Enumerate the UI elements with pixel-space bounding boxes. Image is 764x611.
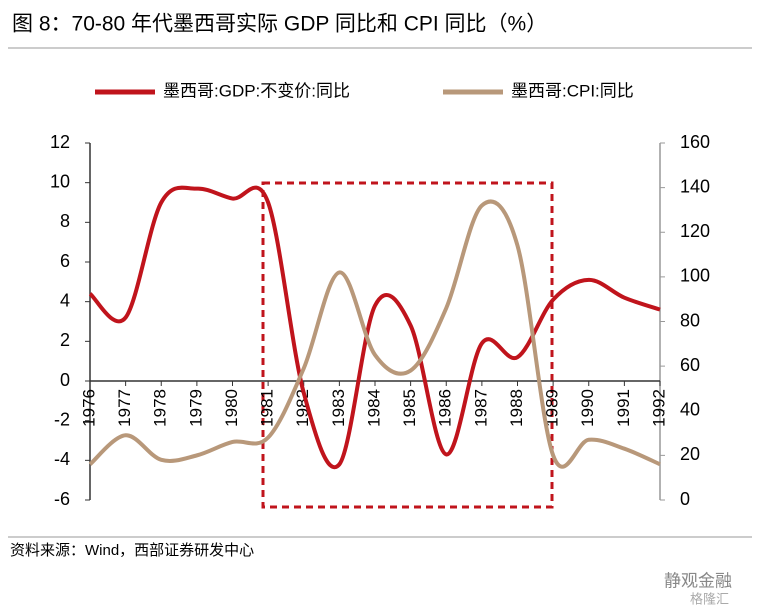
- highlight-box: [261, 181, 554, 509]
- x-tick-label: 1984: [364, 389, 383, 427]
- y-tick-label: 8: [60, 211, 70, 231]
- y2-tick-label: 160: [680, 132, 710, 152]
- x-tick-label: 1980: [222, 389, 241, 427]
- y2-tick-label: 140: [680, 176, 710, 196]
- y2-tick-label: 100: [680, 266, 710, 286]
- x-tick-label: 1989: [543, 389, 562, 427]
- x-tick-label: 1987: [471, 389, 490, 427]
- y2-tick-label: 0: [680, 489, 690, 509]
- y-tick-label: 0: [60, 370, 70, 390]
- y-tick-label: 12: [50, 132, 70, 152]
- x-tick-label: 1992: [649, 389, 668, 427]
- y-tick-label: 4: [60, 290, 70, 310]
- x-tick-label: 1988: [507, 389, 526, 427]
- y-tick-label: -6: [54, 489, 70, 509]
- series-line: [88, 199, 661, 469]
- x-tick-label: 1983: [329, 389, 348, 427]
- y2-tick-label: 60: [680, 355, 700, 375]
- x-tick-label: 1977: [115, 389, 134, 427]
- x-tick-label: 1982: [293, 389, 312, 427]
- y2-tick-label: 20: [680, 444, 700, 464]
- legend-label: 墨西哥:CPI:同比: [511, 81, 634, 100]
- x-tick-label: 1991: [614, 389, 633, 427]
- source: 资料来源：Wind，西部证券研发中心: [10, 542, 254, 559]
- watermark: 静观金融: [664, 571, 732, 590]
- y-tick-label: -2: [54, 409, 70, 429]
- watermark: 格隆汇: [690, 591, 729, 606]
- y-tick-label: 2: [60, 330, 70, 350]
- x-tick-label: 1985: [400, 389, 419, 427]
- y-tick-label: 6: [60, 251, 70, 271]
- y2-tick-label: 80: [680, 310, 700, 330]
- x-tick-label: 1990: [578, 389, 597, 427]
- series-line: [88, 185, 661, 469]
- y-tick-label: 10: [50, 171, 70, 191]
- legend-label: 墨西哥:GDP:不变价:同比: [163, 81, 350, 100]
- x-tick-label: 1986: [436, 389, 455, 427]
- x-tick-label: 1978: [151, 389, 170, 427]
- x-tick-label: 1981: [258, 389, 277, 427]
- x-tick-label: 1979: [186, 389, 205, 427]
- y-tick-label: -4: [54, 449, 70, 469]
- chart-title: 图 8：70-80 年代墨西哥实际 GDP 同比和 CPI 同比（%）: [12, 13, 547, 36]
- x-tick-label: 1976: [79, 389, 98, 427]
- y2-tick-label: 40: [680, 400, 700, 420]
- y2-tick-label: 120: [680, 221, 710, 241]
